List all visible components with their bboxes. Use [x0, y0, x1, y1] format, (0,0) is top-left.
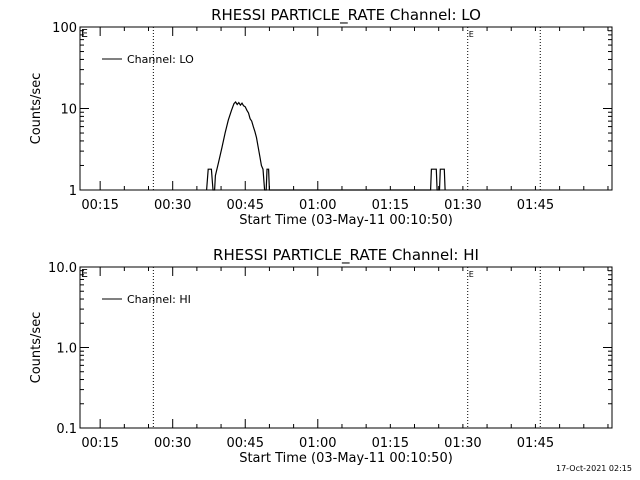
x-tick-label: 01:00	[299, 436, 336, 451]
left-marker-label: E	[81, 267, 88, 280]
x-tick-label: 00:45	[227, 198, 264, 213]
x-tick-label: 01:45	[517, 436, 554, 451]
x-tick-label: 01:15	[372, 198, 409, 213]
y-axis-label: Counts/sec	[29, 73, 44, 145]
chart-panel-2: RHESSI PARTICLE_RATE Channel: HI 0.1 1.0 10…	[29, 246, 613, 466]
x-axis-label: Start Time (03-May-11 00:10:50)	[239, 213, 453, 228]
chart-title: RHESSI PARTICLE_RATE Channel: LO	[211, 6, 481, 25]
y-tick-label: 1	[69, 184, 77, 199]
x-tick-label: 00:30	[154, 436, 191, 451]
x-tick-label: 00:15	[81, 436, 118, 451]
x-tick-label: 01:45	[517, 198, 554, 213]
series-line-1	[206, 101, 446, 191]
y-tick-label: 10	[60, 103, 77, 118]
x-tick-label: 00:45	[227, 436, 264, 451]
footer-timestamp: 17-Oct-2021 02:15	[556, 464, 632, 473]
y-tick-label: 1.0	[56, 342, 77, 357]
x-tick-label: 00:30	[154, 198, 191, 213]
plot-frame	[79, 266, 613, 429]
event-marker-label: E	[469, 30, 474, 39]
y-tick-label: 0.1	[56, 422, 77, 437]
x-tick-label: 01:30	[444, 198, 481, 213]
y-tick-label: 10.0	[48, 261, 77, 276]
x-axis-label: Start Time (03-May-11 00:10:50)	[239, 451, 453, 466]
x-tick-label: 01:00	[299, 198, 336, 213]
x-tick-label: 01:30	[444, 436, 481, 451]
plot-frame	[79, 26, 613, 191]
event-marker-label: E	[469, 270, 474, 279]
chart-title: RHESSI PARTICLE_RATE Channel: HI	[213, 246, 479, 265]
y-tick-label: 100	[52, 21, 77, 36]
x-tick-label: 01:15	[372, 436, 409, 451]
chart-panel-1: RHESSI PARTICLE_RATE Channel: LO 1 10 100 Co…	[29, 6, 613, 228]
y-axis-label: Counts/sec	[29, 312, 44, 384]
left-marker-label: E	[81, 27, 88, 40]
legend-label: Channel: LO	[127, 53, 194, 66]
x-tick-label: 00:15	[81, 198, 118, 213]
legend-label: Channel: HI	[127, 293, 191, 306]
